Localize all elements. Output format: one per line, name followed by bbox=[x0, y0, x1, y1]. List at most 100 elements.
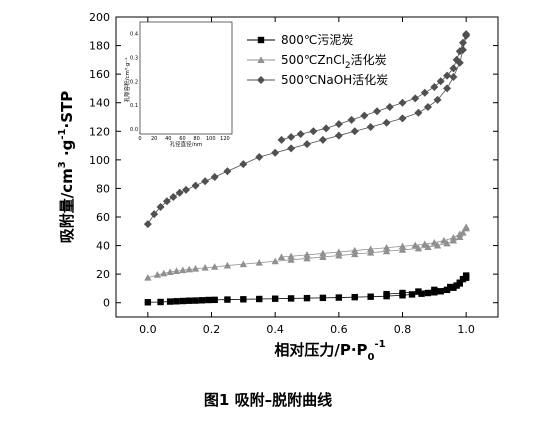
legend-label-0: 800℃污泥炭 bbox=[281, 33, 353, 47]
y-tick-label: 80 bbox=[96, 182, 110, 195]
series-2-adsorption-point bbox=[156, 203, 165, 211]
series-0-adsorption-point bbox=[303, 294, 311, 302]
series-1-desorption-point bbox=[303, 251, 311, 258]
series-2-adsorption-point bbox=[318, 135, 327, 144]
series-2-desorption-point bbox=[360, 111, 369, 120]
series-1-adsorption-point bbox=[211, 263, 219, 270]
series-0-adsorption-point bbox=[287, 295, 295, 302]
series-2-desorption-line bbox=[281, 34, 467, 141]
series-1-desorption-point bbox=[440, 236, 448, 244]
series-2-adsorption-point bbox=[239, 160, 248, 169]
series-2-desorption-point bbox=[309, 127, 318, 136]
inset-x-tick-label: 100 bbox=[206, 136, 216, 142]
series-0-desorption-point bbox=[462, 274, 470, 281]
series-0-adsorption-point bbox=[256, 295, 263, 303]
series-1-adsorption-point bbox=[255, 259, 263, 266]
legend-marker-2 bbox=[257, 76, 265, 84]
series-2-adsorption-point bbox=[433, 95, 442, 104]
x-tick-label: 0.8 bbox=[394, 323, 412, 336]
series-2-adsorption-point bbox=[366, 123, 375, 131]
series-0-adsorption-point bbox=[166, 298, 174, 305]
y-axis-title-end: ·STP bbox=[58, 91, 76, 129]
legend-label-2-prefix: 500℃NaOH活化炭 bbox=[281, 73, 388, 87]
x-tick-label: 0.4 bbox=[266, 323, 284, 336]
series-2-desorption-point bbox=[443, 71, 452, 80]
series-2-adsorption-point bbox=[398, 114, 407, 123]
series-1-desorption-point bbox=[335, 248, 343, 255]
inset-y-tick-label: 0.4 bbox=[130, 32, 138, 38]
series-1-adsorption-point bbox=[153, 271, 162, 278]
series-0-adsorption-point bbox=[408, 291, 416, 298]
y-axis-title-text: 吸附量/cm bbox=[58, 168, 76, 243]
series-1-adsorption-point bbox=[287, 256, 295, 263]
y-axis-title-sup1: 3 bbox=[57, 161, 68, 168]
series-0-adsorption-point bbox=[240, 296, 247, 303]
series-0-adsorption-point bbox=[424, 289, 432, 297]
inset-x-tick-label: 80 bbox=[193, 136, 199, 142]
y-tick-label: 160 bbox=[89, 68, 110, 81]
series-0-adsorption-point bbox=[205, 296, 212, 304]
series-1-adsorption-point bbox=[239, 260, 248, 268]
series-1-adsorption-point bbox=[172, 267, 181, 274]
series-0-adsorption-point bbox=[367, 293, 374, 300]
series-2-desorption-point bbox=[458, 38, 467, 47]
series-2-adsorption-point bbox=[210, 173, 219, 181]
inset-x-axis-title: 孔径直径/nm bbox=[170, 140, 203, 148]
series-1-desorption-point bbox=[430, 239, 439, 246]
x-tick-label: 0.0 bbox=[139, 323, 157, 336]
x-tick-label: 0.2 bbox=[203, 323, 221, 336]
series-1-desorption-point bbox=[456, 230, 464, 238]
series-0-desorption-point bbox=[456, 280, 463, 287]
series-2-desorption-point bbox=[411, 94, 420, 103]
series-2-adsorption-point bbox=[334, 131, 343, 140]
series-2-desorption-point bbox=[430, 83, 439, 91]
series-1-adsorption-point bbox=[179, 266, 187, 274]
legend-marker-1 bbox=[257, 56, 265, 63]
series-2-adsorption-point bbox=[191, 181, 200, 190]
inset-x-tick-label: 20 bbox=[151, 136, 157, 142]
series-2-desorption-point bbox=[296, 130, 305, 139]
legend-label-1-sub: 2 bbox=[345, 61, 351, 71]
series-2-desorption-point bbox=[398, 98, 407, 107]
series-2-desorption-point bbox=[455, 47, 464, 56]
series-2-desorption-point bbox=[462, 30, 471, 39]
series-2-adsorption-point bbox=[271, 148, 280, 157]
legend-label-1-prefix: 500℃ZnCl bbox=[281, 53, 345, 67]
series-2-desorption-point bbox=[436, 77, 445, 86]
series-0-adsorption-point bbox=[186, 297, 193, 304]
series-1-desorption-point bbox=[366, 245, 375, 253]
series-0-adsorption-point bbox=[335, 294, 343, 301]
inset-x-tick-label: 40 bbox=[165, 136, 171, 142]
series-1-adsorption-point bbox=[144, 274, 152, 281]
series-1-adsorption-point bbox=[335, 251, 343, 259]
y-tick-label: 20 bbox=[96, 268, 110, 281]
series-0-adsorption-point bbox=[198, 297, 206, 304]
series-2-adsorption-point bbox=[303, 140, 311, 149]
series-2-adsorption-point bbox=[255, 153, 264, 161]
series-1-desorption-point bbox=[351, 246, 359, 254]
inset-x-tick-label: 0 bbox=[138, 136, 141, 142]
x-tick-label: 1.0 bbox=[457, 323, 475, 336]
y-tick-label: 40 bbox=[96, 240, 110, 253]
series-2-desorption-point bbox=[277, 135, 286, 144]
x-axis-title-text: 相对压力/P·P bbox=[274, 341, 367, 359]
plot-frame bbox=[115, 16, 499, 318]
series-2-adsorption-point bbox=[150, 210, 159, 219]
legend-label-1: 500℃ZnCl2活化炭 bbox=[281, 53, 387, 71]
series-2-adsorption-point bbox=[350, 127, 359, 136]
series-2-desorption-point bbox=[385, 103, 394, 111]
legend-label-1-suffix: 活化炭 bbox=[351, 53, 387, 67]
inset-x-tick-label: 60 bbox=[179, 136, 185, 142]
series-1-adsorption-point bbox=[366, 249, 375, 256]
series-0-adsorption-point bbox=[437, 288, 444, 295]
series-1-desorption-point bbox=[382, 244, 391, 251]
y-tick-label: 180 bbox=[89, 40, 110, 53]
series-1-desorption-point bbox=[287, 252, 295, 260]
series-2-desorption-point bbox=[347, 115, 356, 124]
series-0-adsorption-point bbox=[173, 298, 180, 305]
series-0-adsorption-point bbox=[179, 297, 187, 305]
series-2-adsorption-point bbox=[382, 118, 391, 127]
series-2-desorption-point bbox=[452, 55, 461, 64]
inset-frame bbox=[139, 21, 233, 135]
